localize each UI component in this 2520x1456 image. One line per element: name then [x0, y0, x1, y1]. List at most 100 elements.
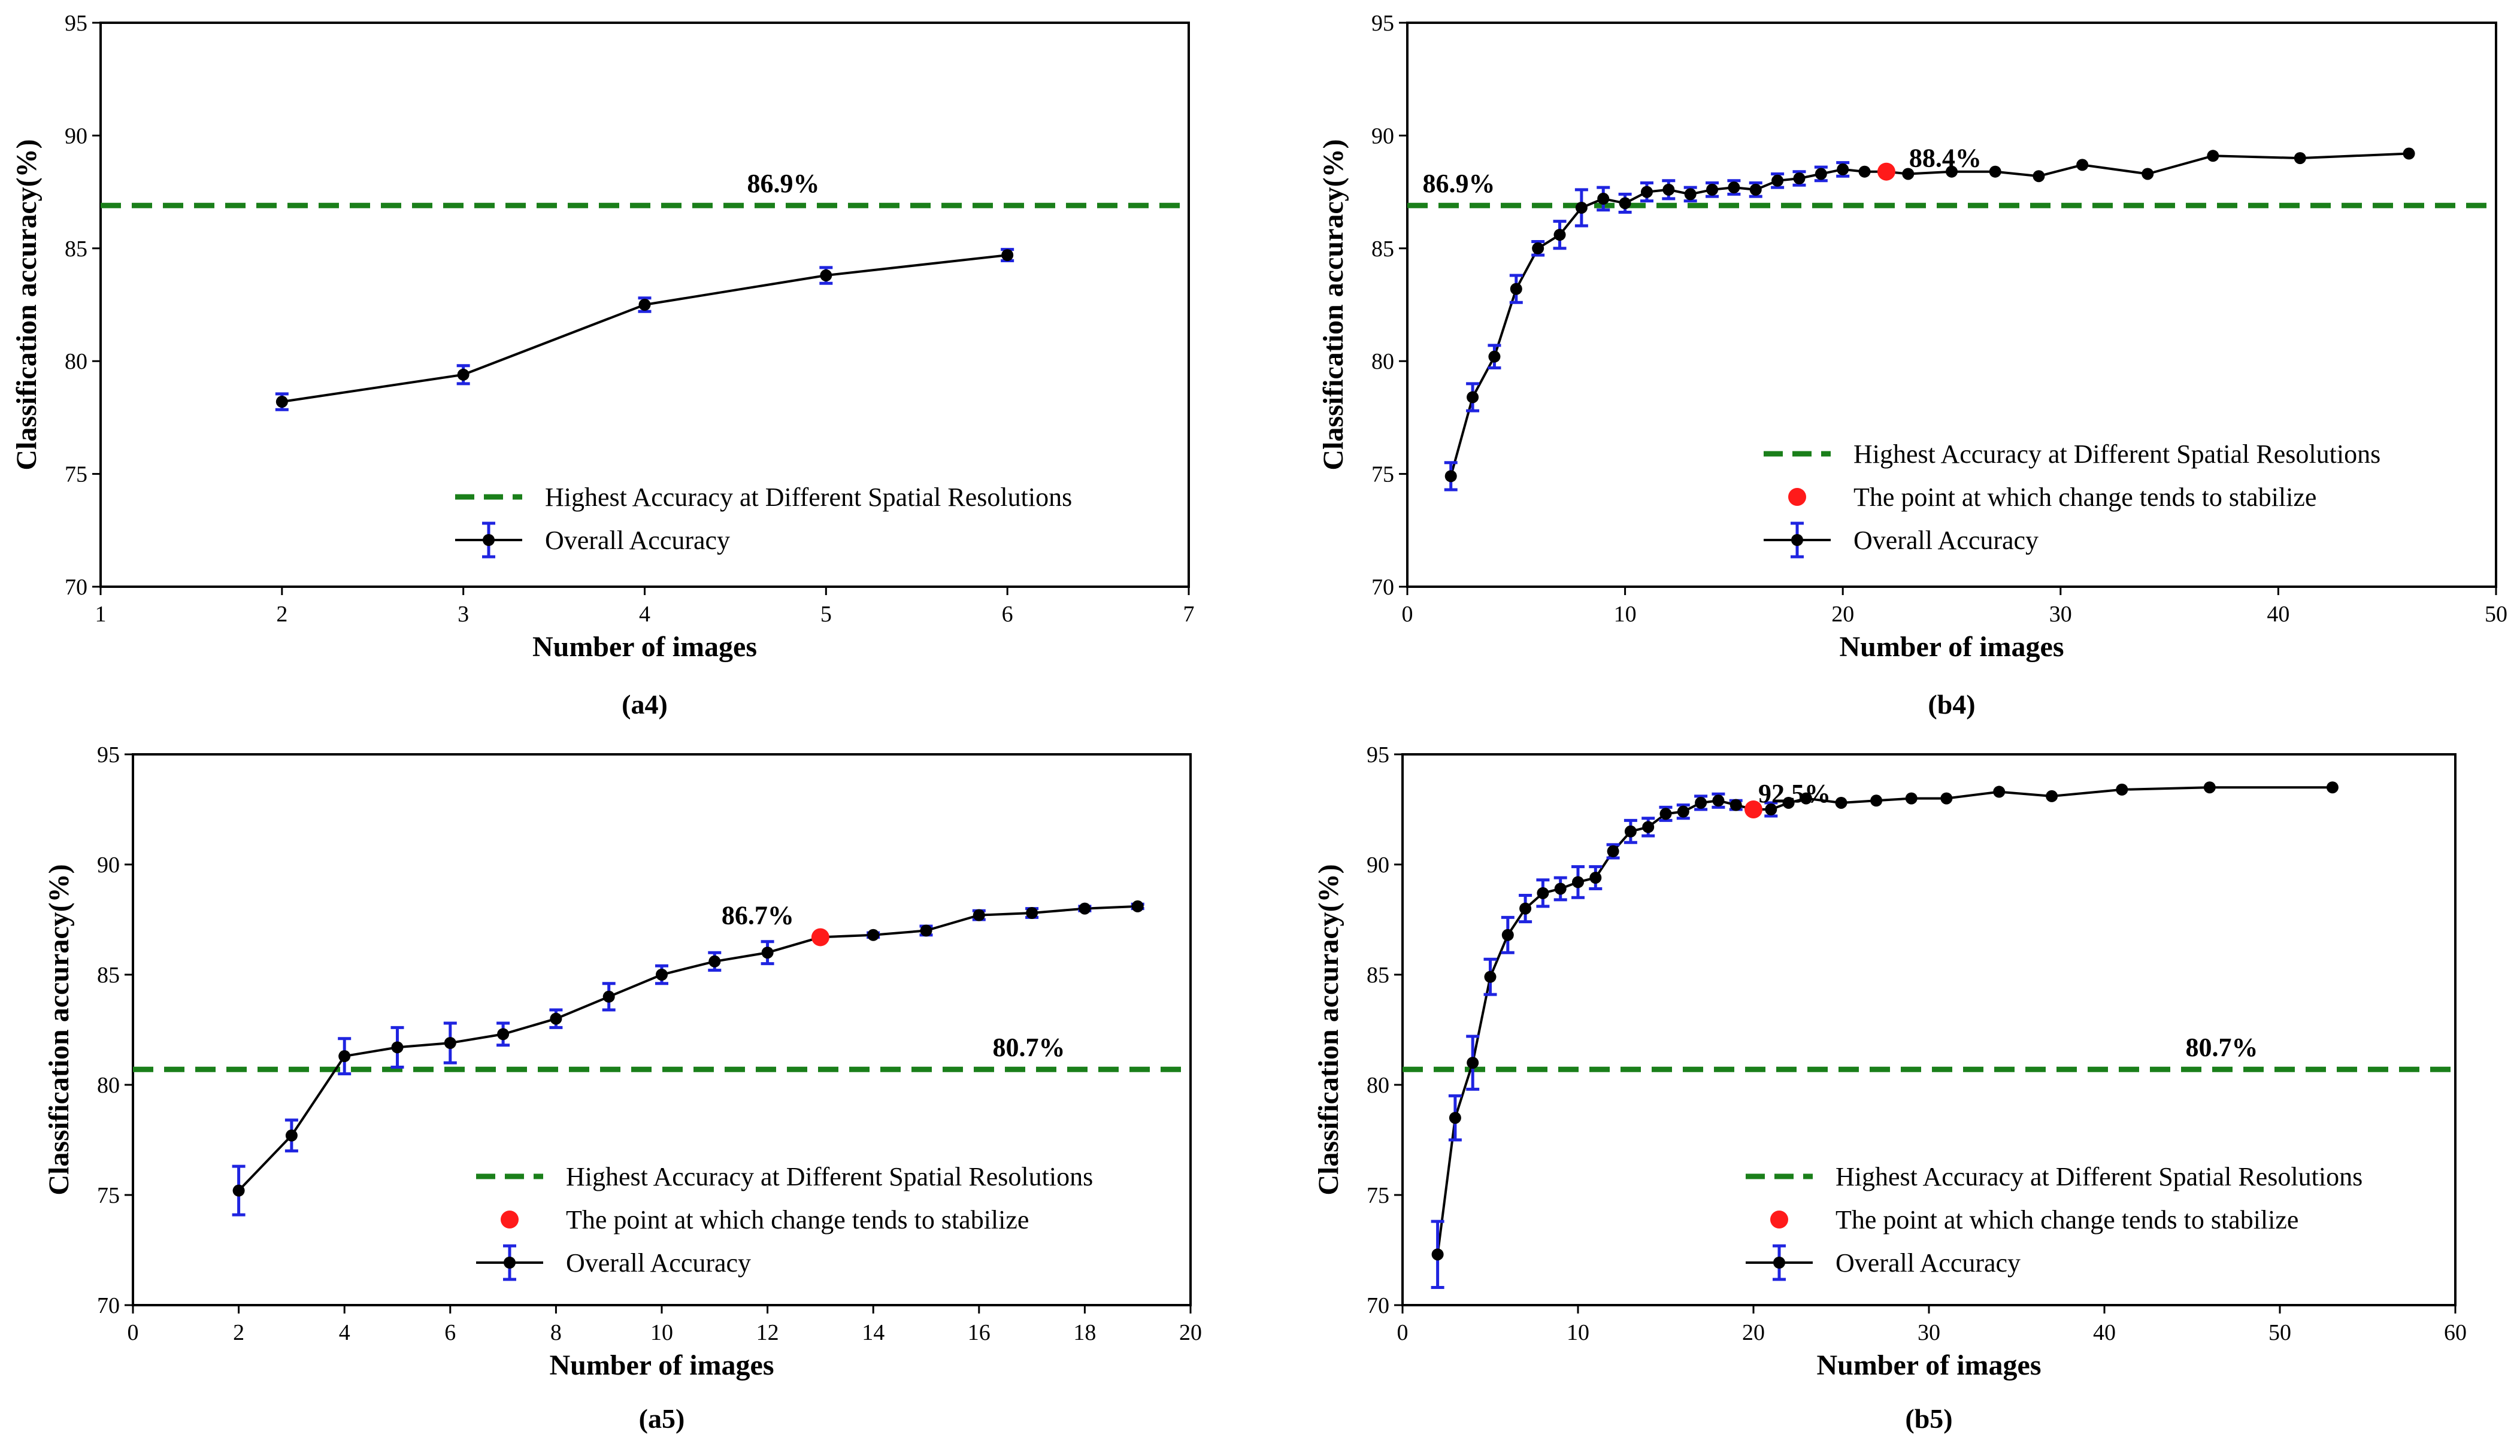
data-point — [1607, 845, 1619, 857]
data-point — [457, 368, 470, 381]
data-point — [2294, 152, 2306, 165]
data-point — [1079, 902, 1091, 915]
data-point — [973, 909, 985, 921]
x-axis-title: Number of images — [549, 1349, 774, 1381]
data-point — [1619, 197, 1631, 210]
legend-overall-label: Overall Accuracy — [545, 526, 730, 555]
stable-value-label: 92.5% — [1758, 779, 1831, 808]
data-point — [550, 1012, 562, 1025]
x-tick-label: 50 — [2268, 1320, 2291, 1345]
data-point — [1589, 872, 1602, 884]
x-axis-title: Number of images — [1816, 1349, 2041, 1381]
x-axis-title: Number of images — [1839, 631, 2064, 663]
y-tick-label: 90 — [1371, 123, 1394, 148]
data-point — [2326, 781, 2339, 794]
legend-reference-label: Highest Accuracy at Different Spatial Re… — [1853, 439, 2380, 469]
legend-reference-label: Highest Accuracy at Different Spatial Re… — [1836, 1162, 2362, 1191]
x-tick-label: 18 — [1073, 1320, 1096, 1345]
x-tick-label: 6 — [444, 1320, 456, 1345]
data-point — [1793, 172, 1806, 184]
x-tick-label: 0 — [1402, 602, 1413, 627]
stable-point-marker — [1877, 162, 1895, 181]
data-point — [1537, 887, 1549, 899]
data-point — [1905, 792, 1918, 805]
data-point — [2033, 170, 2045, 183]
y-tick-label: 80 — [65, 349, 87, 374]
data-point — [285, 1129, 298, 1142]
data-point — [1026, 906, 1038, 919]
legend-reference-label: Highest Accuracy at Different Spatial Re… — [545, 483, 1072, 512]
y-tick-label: 80 — [1367, 1073, 1389, 1098]
y-axis-title: Classification accuracy(%) — [1313, 864, 1344, 1195]
data-point — [1467, 1057, 1479, 1069]
stable-point-marker — [1744, 800, 1762, 818]
x-tick-label: 8 — [550, 1320, 562, 1345]
data-point — [1510, 283, 1522, 295]
data-point — [1662, 183, 1675, 196]
x-tick-label: 40 — [2093, 1320, 2116, 1345]
data-point — [1765, 803, 1777, 815]
stable-value-label: 86.7% — [722, 900, 794, 930]
data-point — [1467, 391, 1479, 404]
legend-reference-label: Highest Accuracy at Different Spatial Re… — [566, 1162, 1093, 1191]
legend: Highest Accuracy at Different Spatial Re… — [1746, 1162, 2362, 1281]
x-tick-label: 30 — [2049, 602, 2072, 627]
y-tick-label: 70 — [1367, 1293, 1389, 1318]
x-tick-label: 4 — [339, 1320, 350, 1345]
data-point — [2203, 781, 2216, 794]
stable-point-marker — [811, 928, 829, 947]
y-axis-title: Classification accuracy(%) — [43, 864, 75, 1195]
y-tick-label: 85 — [1367, 963, 1389, 988]
data-point — [1131, 900, 1144, 912]
data-point — [1444, 470, 1457, 483]
x-tick-label: 10 — [1567, 1320, 1589, 1345]
x-tick-label: 0 — [128, 1320, 139, 1345]
y-tick-label: 95 — [97, 742, 120, 768]
data-point — [1640, 186, 1653, 198]
chart-panel-b5: 70 75 80 85 90 95 0 10 20 30 40 50 60 Number of image… — [1313, 742, 2467, 1434]
legend-overall-marker — [1791, 534, 1803, 546]
data-point — [1642, 821, 1655, 833]
legend-stable-label: The point at which change tends to stabi… — [1836, 1205, 2298, 1234]
legend: Highest Accuracy at Different Spatial Re… — [476, 1162, 1093, 1281]
data-point — [1902, 168, 1915, 180]
data-point — [338, 1050, 351, 1063]
data-point — [275, 396, 288, 408]
y-tick-label: 75 — [65, 462, 87, 487]
reference-value-label: 80.7% — [2186, 1033, 2258, 1062]
y-tick-label: 90 — [65, 123, 87, 148]
data-point — [1677, 805, 1689, 818]
reference-value-label: 86.9% — [747, 169, 820, 198]
y-tick-label: 85 — [97, 963, 120, 988]
x-tick-label: 20 — [1831, 602, 1854, 627]
data-point — [1624, 825, 1637, 838]
data-point — [1858, 165, 1871, 178]
data-point — [1597, 192, 1610, 205]
x-tick-label: 4 — [639, 602, 650, 627]
data-point — [1554, 882, 1567, 895]
data-point — [602, 990, 615, 1003]
chart-panel-b4: 70 75 80 85 90 95 0 10 20 30 40 50 Number of images C… — [1317, 11, 2507, 720]
data-point — [820, 269, 832, 282]
panel-caption: (a5) — [639, 1403, 685, 1434]
x-tick-label: 6 — [1002, 602, 1013, 627]
legend: Highest Accuracy at Different Spatial Re… — [1764, 439, 2380, 559]
data-point — [1488, 350, 1501, 363]
data-point — [1837, 163, 1849, 175]
chart-panel-a5: 70 75 80 85 90 95 0 2 4 6 8 10 12 14 16 18 20 Number of i… — [43, 742, 1202, 1434]
y-axis-title: Classification accuracy(%) — [1317, 139, 1349, 470]
chart-panel-a4: 70 75 80 85 90 95 1 2 3 4 5 6 7 Number of images Class… — [11, 11, 1195, 720]
y-tick-label: 90 — [1367, 853, 1389, 878]
y-tick-label: 70 — [97, 1293, 120, 1318]
data-point — [391, 1041, 404, 1054]
series-line — [238, 905, 1138, 1191]
data-point — [1484, 970, 1497, 983]
data-point — [1712, 794, 1725, 807]
y-tick-label: 70 — [65, 575, 87, 600]
data-point — [1870, 794, 1883, 807]
data-point — [1684, 188, 1697, 201]
data-point — [1730, 799, 1742, 811]
data-point — [232, 1184, 245, 1197]
